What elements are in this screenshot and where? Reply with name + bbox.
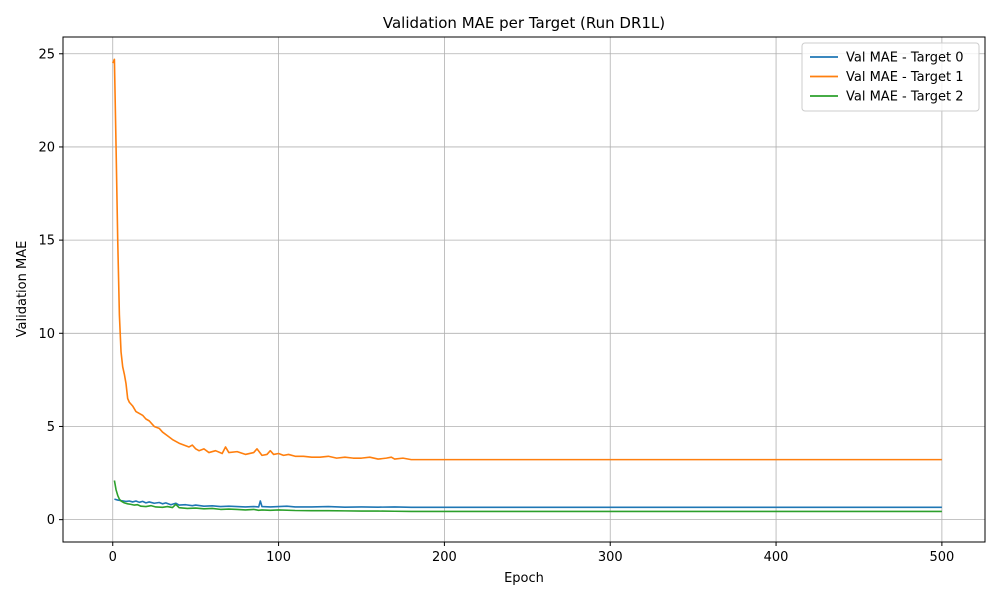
legend: Val MAE - Target 0 Val MAE - Target 1 Val … (801, 42, 980, 112)
y-tick-label: 15 (38, 234, 55, 249)
legend-box (801, 42, 980, 112)
y-tick-label: 10 (38, 327, 55, 342)
chart-title: Validation MAE per Target (Run DR1L) (383, 14, 665, 32)
series-line-target-1 (112, 58, 942, 461)
y-tick-label: 0 (47, 513, 55, 528)
x-tick-label: 100 (266, 550, 291, 565)
y-tick-label: 25 (38, 47, 55, 62)
series-line-target-0 (114, 498, 942, 509)
x-axis-label: Epoch (504, 571, 544, 586)
x-tick-label: 300 (598, 550, 623, 565)
legend-label: Val MAE - Target 2 (846, 90, 964, 105)
series-line-target-2 (113, 480, 942, 513)
x-tick-label: 0 (109, 550, 117, 565)
y-tick-label: 20 (38, 140, 55, 155)
x-tick-label: 400 (764, 550, 789, 565)
x-tick-label: 500 (929, 550, 954, 565)
series-layer (112, 58, 942, 513)
grid-lines (63, 37, 985, 542)
legend-label: Val MAE - Target 0 (846, 51, 964, 66)
y-axis-label: Validation MAE (15, 241, 30, 338)
x-axis-ticks: 0 100 200 300 400 500 (109, 542, 954, 565)
plot-frame (62, 36, 986, 543)
y-tick-label: 5 (47, 420, 55, 435)
x-tick-label: 200 (432, 550, 457, 565)
y-axis-ticks: 0 5 10 15 20 25 (38, 47, 63, 528)
legend-label: Val MAE - Target 1 (846, 70, 964, 85)
